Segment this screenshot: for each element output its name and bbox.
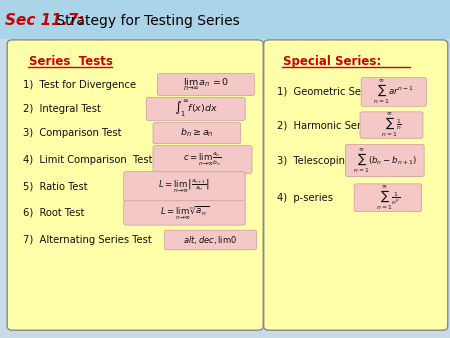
Text: 4)  Limit Comparison  Test: 4) Limit Comparison Test	[23, 154, 153, 165]
Text: $\sum_{n=1}^{\infty} \frac{1}{n^p}$: $\sum_{n=1}^{\infty} \frac{1}{n^p}$	[376, 184, 400, 212]
Text: $\sum_{n=1}^{\infty} ar^{n-1}$: $\sum_{n=1}^{\infty} ar^{n-1}$	[373, 78, 414, 106]
Text: $L = \lim_{n\to\infty} \left|\frac{a_{n+1}}{a_n}\right|$: $L = \lim_{n\to\infty} \left|\frac{a_{n+…	[158, 178, 211, 195]
FancyBboxPatch shape	[153, 123, 241, 144]
Text: $alt, dec, \lim 0$: $alt, dec, \lim 0$	[184, 234, 237, 246]
FancyBboxPatch shape	[124, 201, 245, 225]
Text: Strategy for Testing Series: Strategy for Testing Series	[52, 14, 239, 28]
Text: 6)  Root Test: 6) Root Test	[23, 208, 85, 218]
Text: $b_n \geq a_n$: $b_n \geq a_n$	[180, 127, 214, 139]
FancyBboxPatch shape	[146, 97, 245, 120]
Text: $\lim_{n\to\infty} a_n = 0$: $\lim_{n\to\infty} a_n = 0$	[183, 76, 229, 93]
Text: 2)  Harmonic Series: 2) Harmonic Series	[277, 120, 375, 130]
FancyBboxPatch shape	[264, 40, 448, 330]
Text: $\int_1^{\infty} f(x)dx$: $\int_1^{\infty} f(x)dx$	[174, 98, 218, 119]
FancyBboxPatch shape	[158, 73, 254, 96]
Text: 3)  Comparison Test: 3) Comparison Test	[23, 128, 122, 138]
Text: $\sum_{n=1}^{\infty} (b_n - b_{n+1})$: $\sum_{n=1}^{\infty} (b_n - b_{n+1})$	[353, 146, 417, 175]
Text: 4)  p-series: 4) p-series	[277, 193, 333, 203]
Text: 7)  Alternating Series Test: 7) Alternating Series Test	[23, 235, 152, 245]
FancyBboxPatch shape	[7, 40, 263, 330]
Text: 5)  Ratio Test: 5) Ratio Test	[23, 182, 88, 192]
Text: 1)  Test for Divergence: 1) Test for Divergence	[23, 79, 136, 90]
Text: 3)  Telescoping Series: 3) Telescoping Series	[277, 155, 385, 166]
FancyBboxPatch shape	[354, 184, 422, 212]
Text: Special Series:: Special Series:	[283, 55, 381, 68]
FancyBboxPatch shape	[153, 146, 252, 173]
FancyBboxPatch shape	[360, 112, 423, 138]
FancyBboxPatch shape	[124, 172, 245, 201]
FancyBboxPatch shape	[0, 0, 450, 39]
FancyBboxPatch shape	[361, 78, 427, 106]
Text: $L = \lim_{n\to\infty} \sqrt[n]{a_n}$: $L = \lim_{n\to\infty} \sqrt[n]{a_n}$	[160, 204, 209, 222]
Text: Series  Tests: Series Tests	[29, 55, 113, 68]
Text: Sec 11.7:: Sec 11.7:	[5, 14, 85, 28]
Text: 1)  Geometric Series: 1) Geometric Series	[277, 87, 379, 97]
Text: 2)  Integral Test: 2) Integral Test	[23, 104, 101, 114]
Text: $c = \lim_{n\to\infty} \frac{a_n}{b_n}$: $c = \lim_{n\to\infty} \frac{a_n}{b_n}$	[183, 151, 222, 168]
FancyBboxPatch shape	[346, 145, 424, 176]
Text: $\sum_{n=1}^{\infty} \frac{1}{n}$: $\sum_{n=1}^{\infty} \frac{1}{n}$	[381, 111, 402, 139]
FancyBboxPatch shape	[164, 230, 256, 250]
